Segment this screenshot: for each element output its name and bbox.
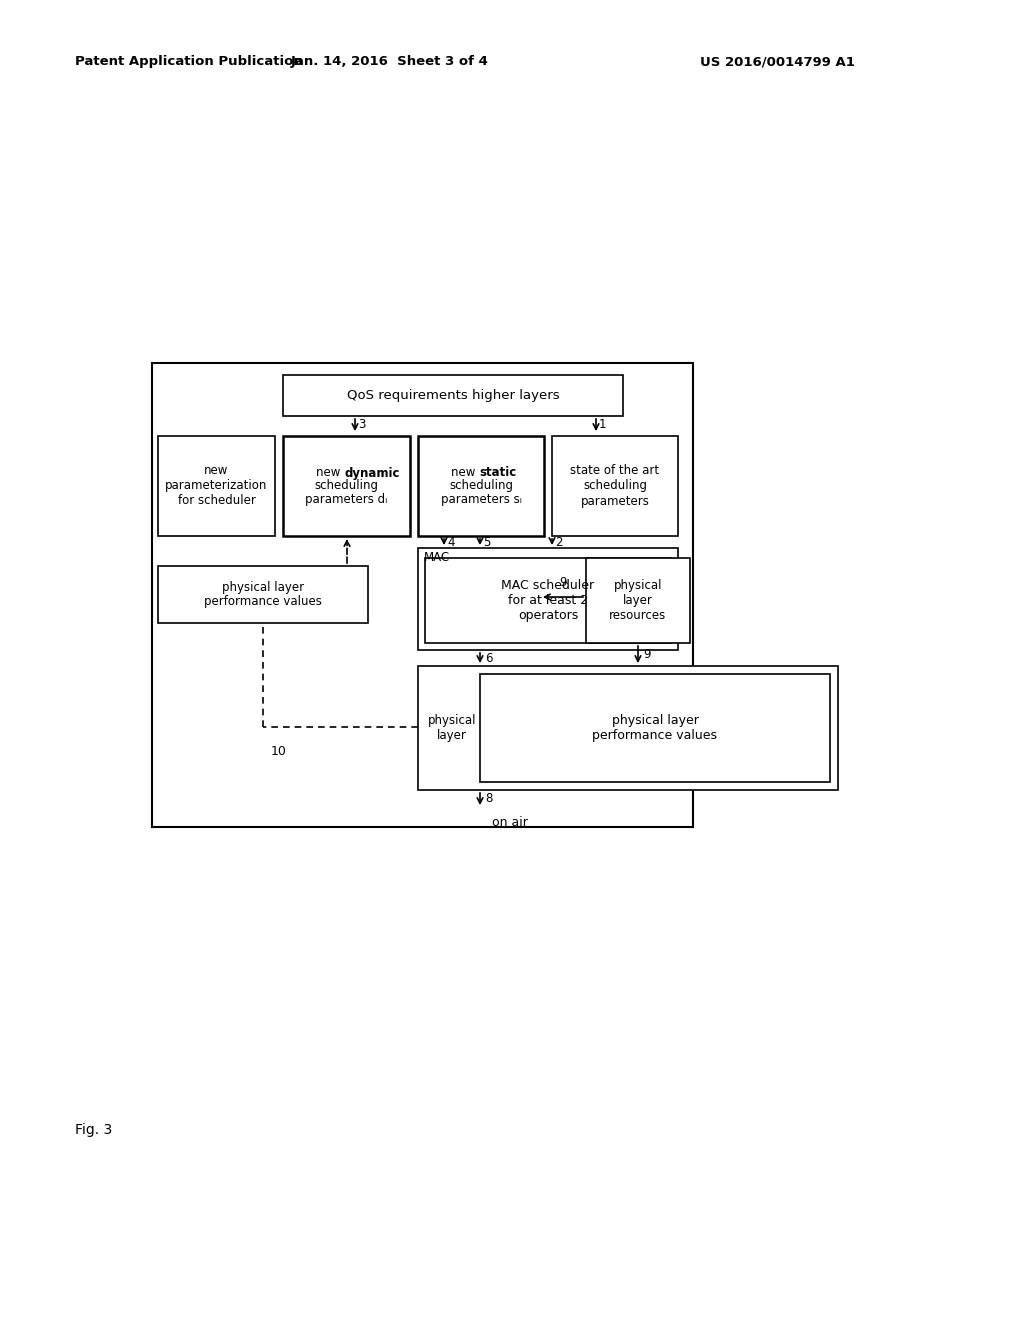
Text: QoS requirements higher layers: QoS requirements higher layers xyxy=(347,389,559,403)
Text: 2: 2 xyxy=(555,536,562,549)
Text: scheduling: scheduling xyxy=(449,479,513,492)
Text: new: new xyxy=(316,466,344,479)
Text: physical
layer
resources: physical layer resources xyxy=(609,579,667,622)
Bar xyxy=(283,375,623,416)
Text: parameters dᵢ: parameters dᵢ xyxy=(305,492,388,506)
Bar xyxy=(283,436,410,536)
Text: Patent Application Publication: Patent Application Publication xyxy=(75,55,303,69)
Text: 1: 1 xyxy=(599,418,606,432)
Text: parameters sᵢ: parameters sᵢ xyxy=(440,492,521,506)
Bar xyxy=(418,436,544,536)
Bar xyxy=(480,675,830,781)
Bar xyxy=(586,558,690,643)
Bar xyxy=(152,363,693,828)
Text: 3: 3 xyxy=(358,418,366,432)
Bar xyxy=(552,436,678,536)
Text: scheduling: scheduling xyxy=(314,479,379,492)
Text: 10: 10 xyxy=(271,744,287,758)
Text: 8: 8 xyxy=(485,792,493,805)
Text: MAC: MAC xyxy=(424,550,451,564)
Text: physical layer
performance values: physical layer performance values xyxy=(593,714,718,742)
Text: Jan. 14, 2016  Sheet 3 of 4: Jan. 14, 2016 Sheet 3 of 4 xyxy=(291,55,488,69)
Text: physical layer
performance values: physical layer performance values xyxy=(204,581,322,609)
Bar xyxy=(158,436,275,536)
Text: 9: 9 xyxy=(559,576,566,589)
Text: static: static xyxy=(479,466,516,479)
Text: 6: 6 xyxy=(485,652,493,664)
Bar xyxy=(425,558,671,643)
Text: on air: on air xyxy=(492,816,528,829)
Bar xyxy=(418,667,838,789)
Text: 4: 4 xyxy=(447,536,455,549)
Text: state of the art
scheduling
parameters: state of the art scheduling parameters xyxy=(570,465,659,507)
Text: Fig. 3: Fig. 3 xyxy=(75,1123,113,1137)
Text: new: new xyxy=(451,466,479,479)
Text: 9: 9 xyxy=(643,648,650,661)
Text: new
parameterization
for scheduler: new parameterization for scheduler xyxy=(165,465,267,507)
Text: physical
layer: physical layer xyxy=(428,714,476,742)
Bar xyxy=(158,566,368,623)
Text: MAC scheduler
for at least 2
operators: MAC scheduler for at least 2 operators xyxy=(502,579,595,622)
Text: 5: 5 xyxy=(483,536,490,549)
Bar xyxy=(418,548,678,649)
Text: dynamic: dynamic xyxy=(344,466,400,479)
Text: US 2016/0014799 A1: US 2016/0014799 A1 xyxy=(700,55,855,69)
